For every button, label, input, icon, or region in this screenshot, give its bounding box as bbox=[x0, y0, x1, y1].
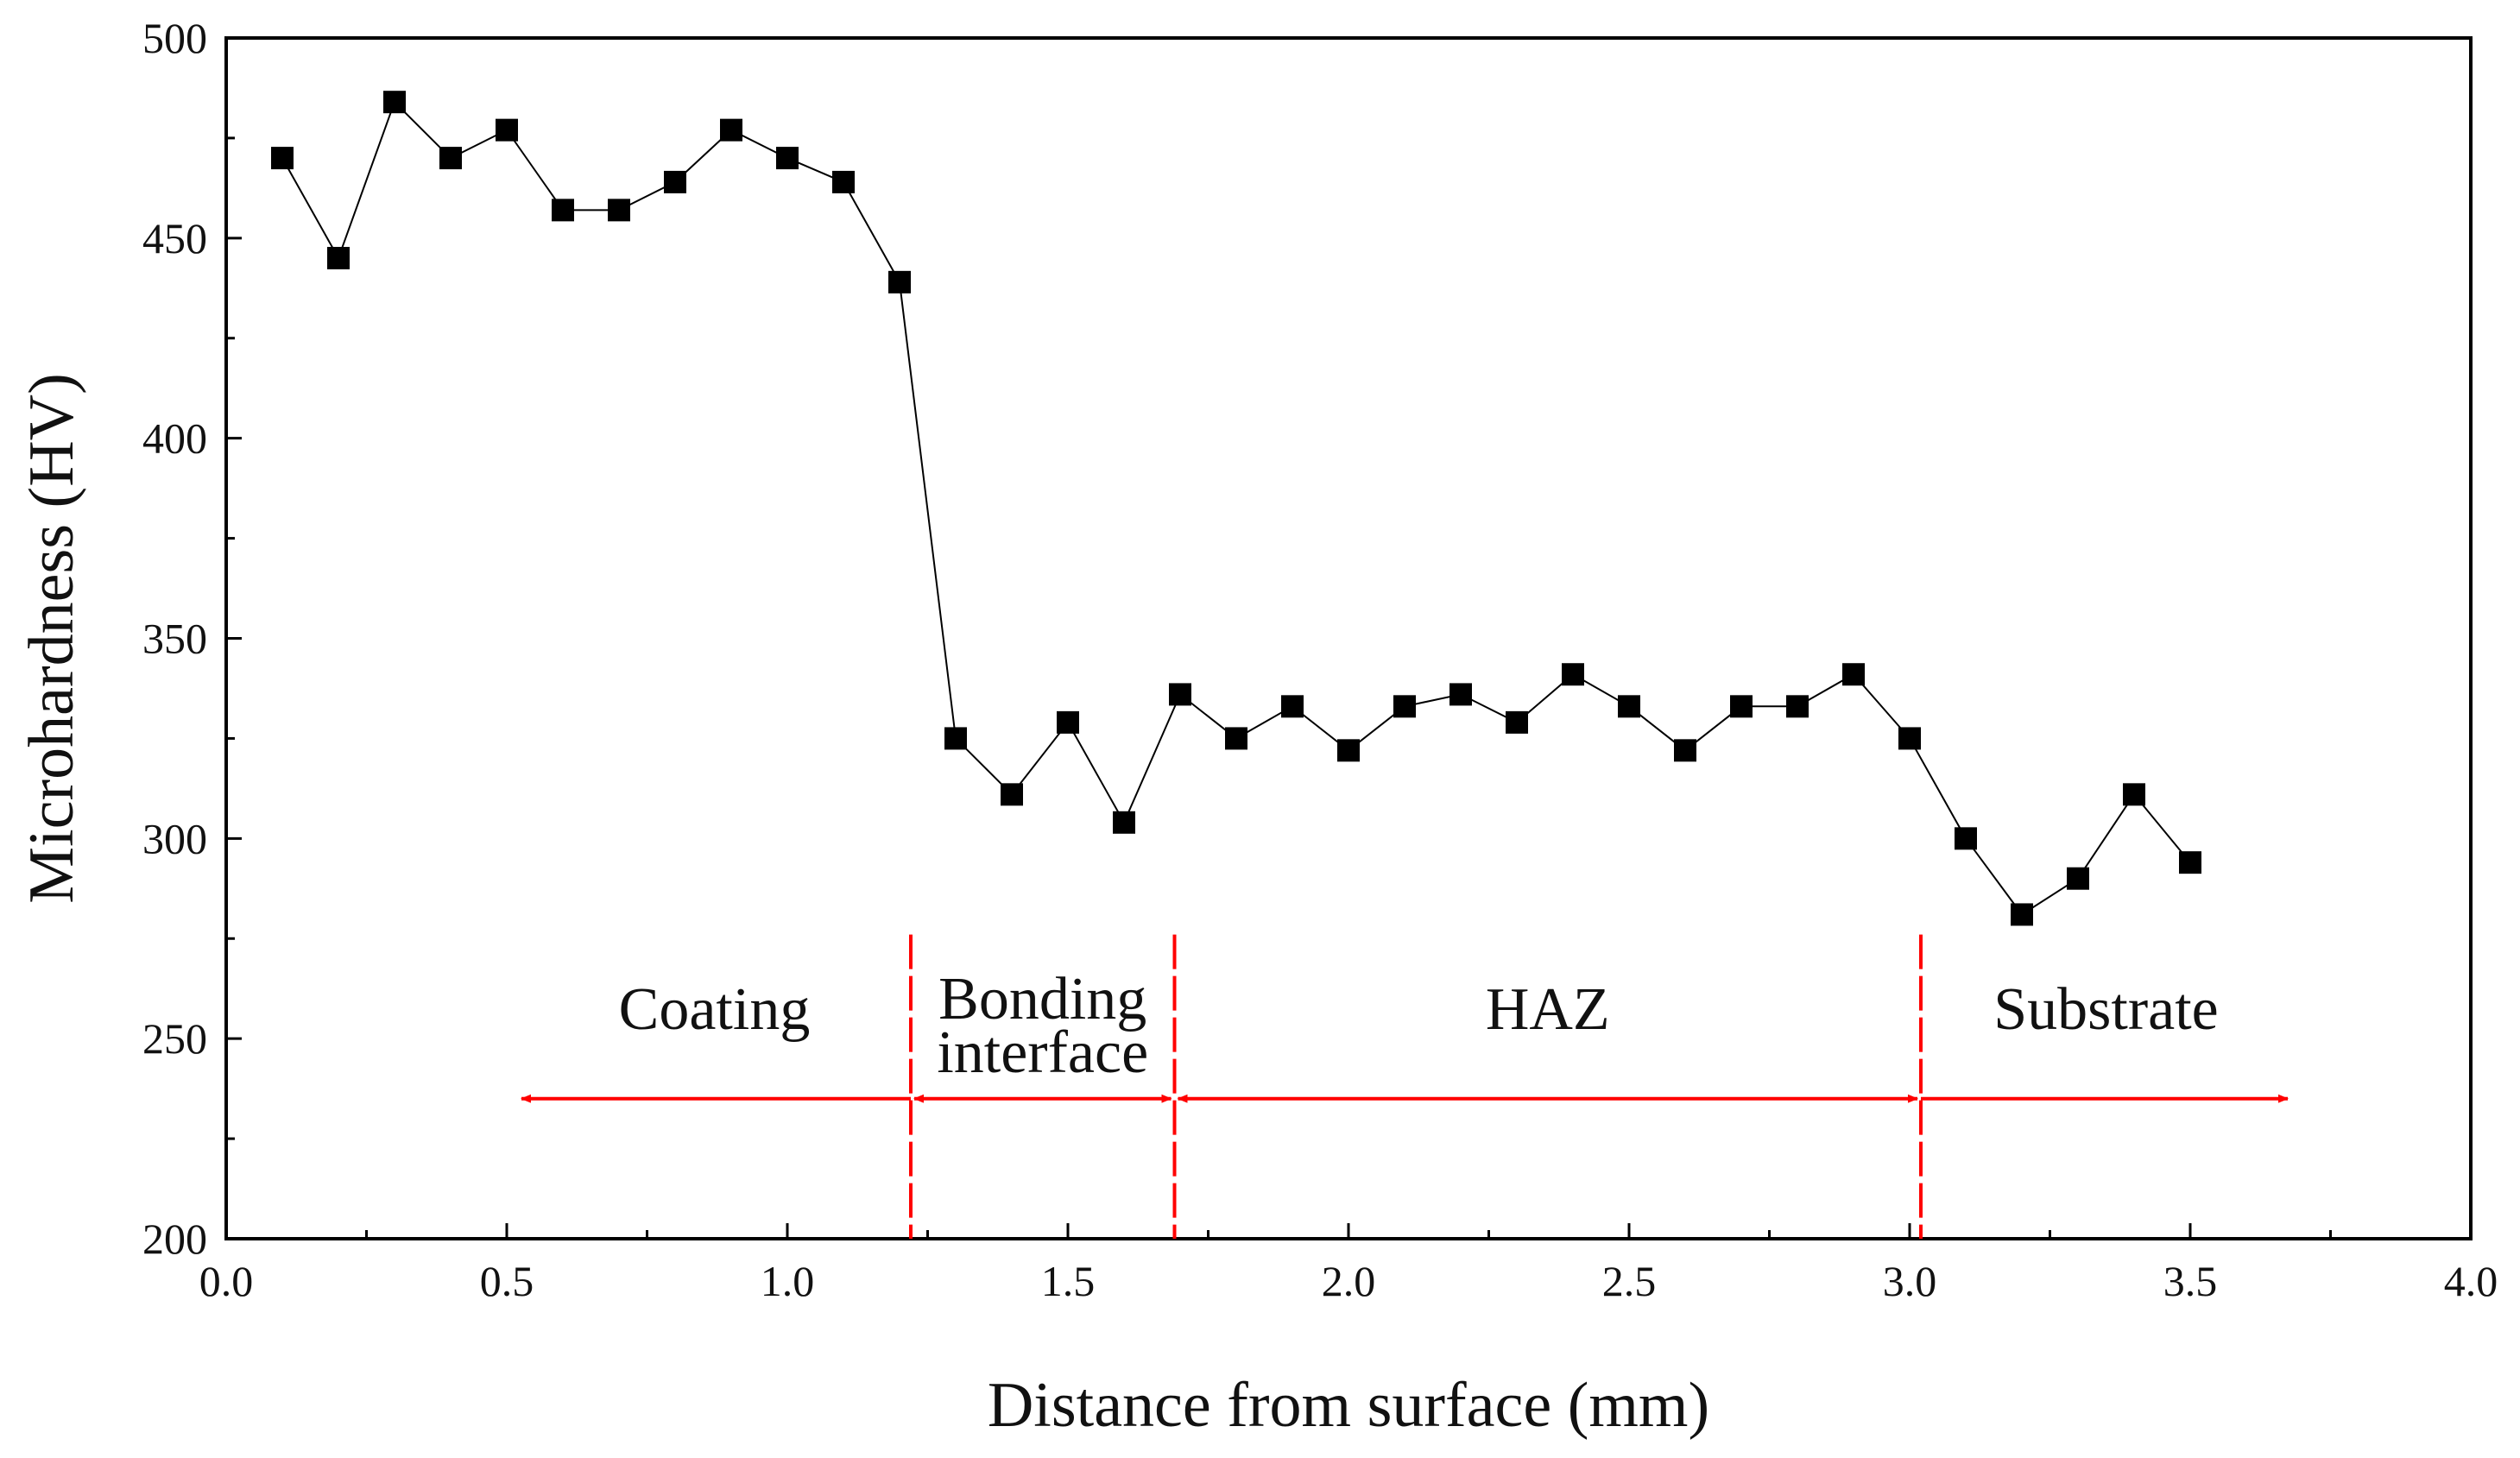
y-tick-label: 450 bbox=[142, 214, 207, 262]
data-point bbox=[1281, 695, 1304, 718]
x-tick-label: 1.0 bbox=[761, 1257, 815, 1305]
x-tick-label: 4.0 bbox=[2444, 1257, 2498, 1305]
data-point bbox=[888, 270, 911, 293]
data-point bbox=[1618, 695, 1640, 718]
data-point bbox=[832, 170, 855, 193]
x-tick-label: 1.5 bbox=[1041, 1257, 1096, 1305]
data-point bbox=[1842, 663, 1865, 686]
data-point bbox=[1786, 695, 1809, 718]
data-point bbox=[2067, 867, 2089, 890]
y-tick-label: 200 bbox=[142, 1215, 207, 1263]
data-point bbox=[439, 147, 462, 170]
y-tick-label: 300 bbox=[142, 814, 207, 862]
data-point bbox=[1449, 683, 1472, 706]
data-point bbox=[1057, 710, 1079, 734]
y-tick-label: 500 bbox=[142, 14, 207, 62]
data-point bbox=[1393, 695, 1416, 718]
data-point bbox=[496, 118, 518, 142]
data-point bbox=[1113, 811, 1135, 834]
y-tick-label: 400 bbox=[142, 414, 207, 463]
region-boundaries-layer bbox=[909, 934, 1923, 1239]
data-point bbox=[1898, 727, 1921, 750]
data-point bbox=[1955, 827, 1977, 850]
x-tick-label: 3.5 bbox=[2163, 1257, 2218, 1305]
x-tick-label: 3.0 bbox=[1883, 1257, 1937, 1305]
region-label: HAZ bbox=[1486, 976, 1610, 1043]
region-label: Coating bbox=[619, 976, 811, 1043]
data-point bbox=[2011, 903, 2033, 926]
data-point bbox=[776, 147, 799, 170]
data-point bbox=[1337, 739, 1360, 762]
data-point bbox=[552, 199, 574, 222]
data-point bbox=[327, 247, 350, 270]
data-point bbox=[383, 91, 406, 114]
x-axis-title: Distance from surface (mm) bbox=[988, 1370, 1709, 1441]
y-tick-label: 250 bbox=[142, 1014, 207, 1063]
data-point bbox=[1225, 727, 1247, 750]
y-axis-title: Microhardness (HV) bbox=[16, 373, 87, 903]
x-tick-label: 2.0 bbox=[1322, 1257, 1376, 1305]
data-point bbox=[2179, 851, 2201, 874]
x-tick-label: 0.0 bbox=[199, 1257, 254, 1305]
data-point bbox=[1506, 710, 1528, 734]
axis-ticks-layer: 0.0 0.5 1.0 1.5 2.0 2.5 3.0 3.5 4.0 200 250 300 350 4… bbox=[142, 14, 2498, 1305]
data-point bbox=[2123, 783, 2145, 806]
y-tick-label: 350 bbox=[142, 615, 207, 663]
region-label: interface bbox=[937, 1019, 1148, 1086]
data-point bbox=[1169, 683, 1191, 706]
data-point bbox=[1674, 739, 1696, 762]
data-points-layer bbox=[271, 91, 2201, 926]
data-point bbox=[944, 727, 967, 750]
x-tick-label: 2.5 bbox=[1602, 1257, 1657, 1305]
data-point bbox=[720, 118, 742, 142]
data-line-layer bbox=[281, 100, 2191, 916]
region-label: Bonding bbox=[938, 966, 1146, 1032]
data-point bbox=[664, 170, 686, 193]
region-label: Substrate bbox=[1993, 976, 2219, 1043]
x-tick-label: 0.5 bbox=[480, 1257, 534, 1305]
data-point bbox=[1562, 663, 1584, 686]
data-point bbox=[1001, 783, 1023, 806]
data-point bbox=[1730, 695, 1753, 718]
data-point bbox=[608, 199, 630, 222]
data-series-line bbox=[281, 100, 2191, 916]
data-point bbox=[271, 147, 294, 170]
